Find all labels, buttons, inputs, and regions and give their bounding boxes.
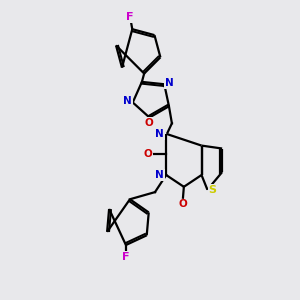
Text: O: O [178,200,187,209]
Text: N: N [123,96,132,106]
Text: F: F [122,252,130,262]
Text: N: N [155,129,164,139]
Text: N: N [155,170,164,180]
Text: N: N [165,78,174,88]
Text: F: F [127,12,134,22]
Text: O: O [145,118,153,128]
Text: S: S [209,185,217,195]
Text: O: O [143,149,152,159]
